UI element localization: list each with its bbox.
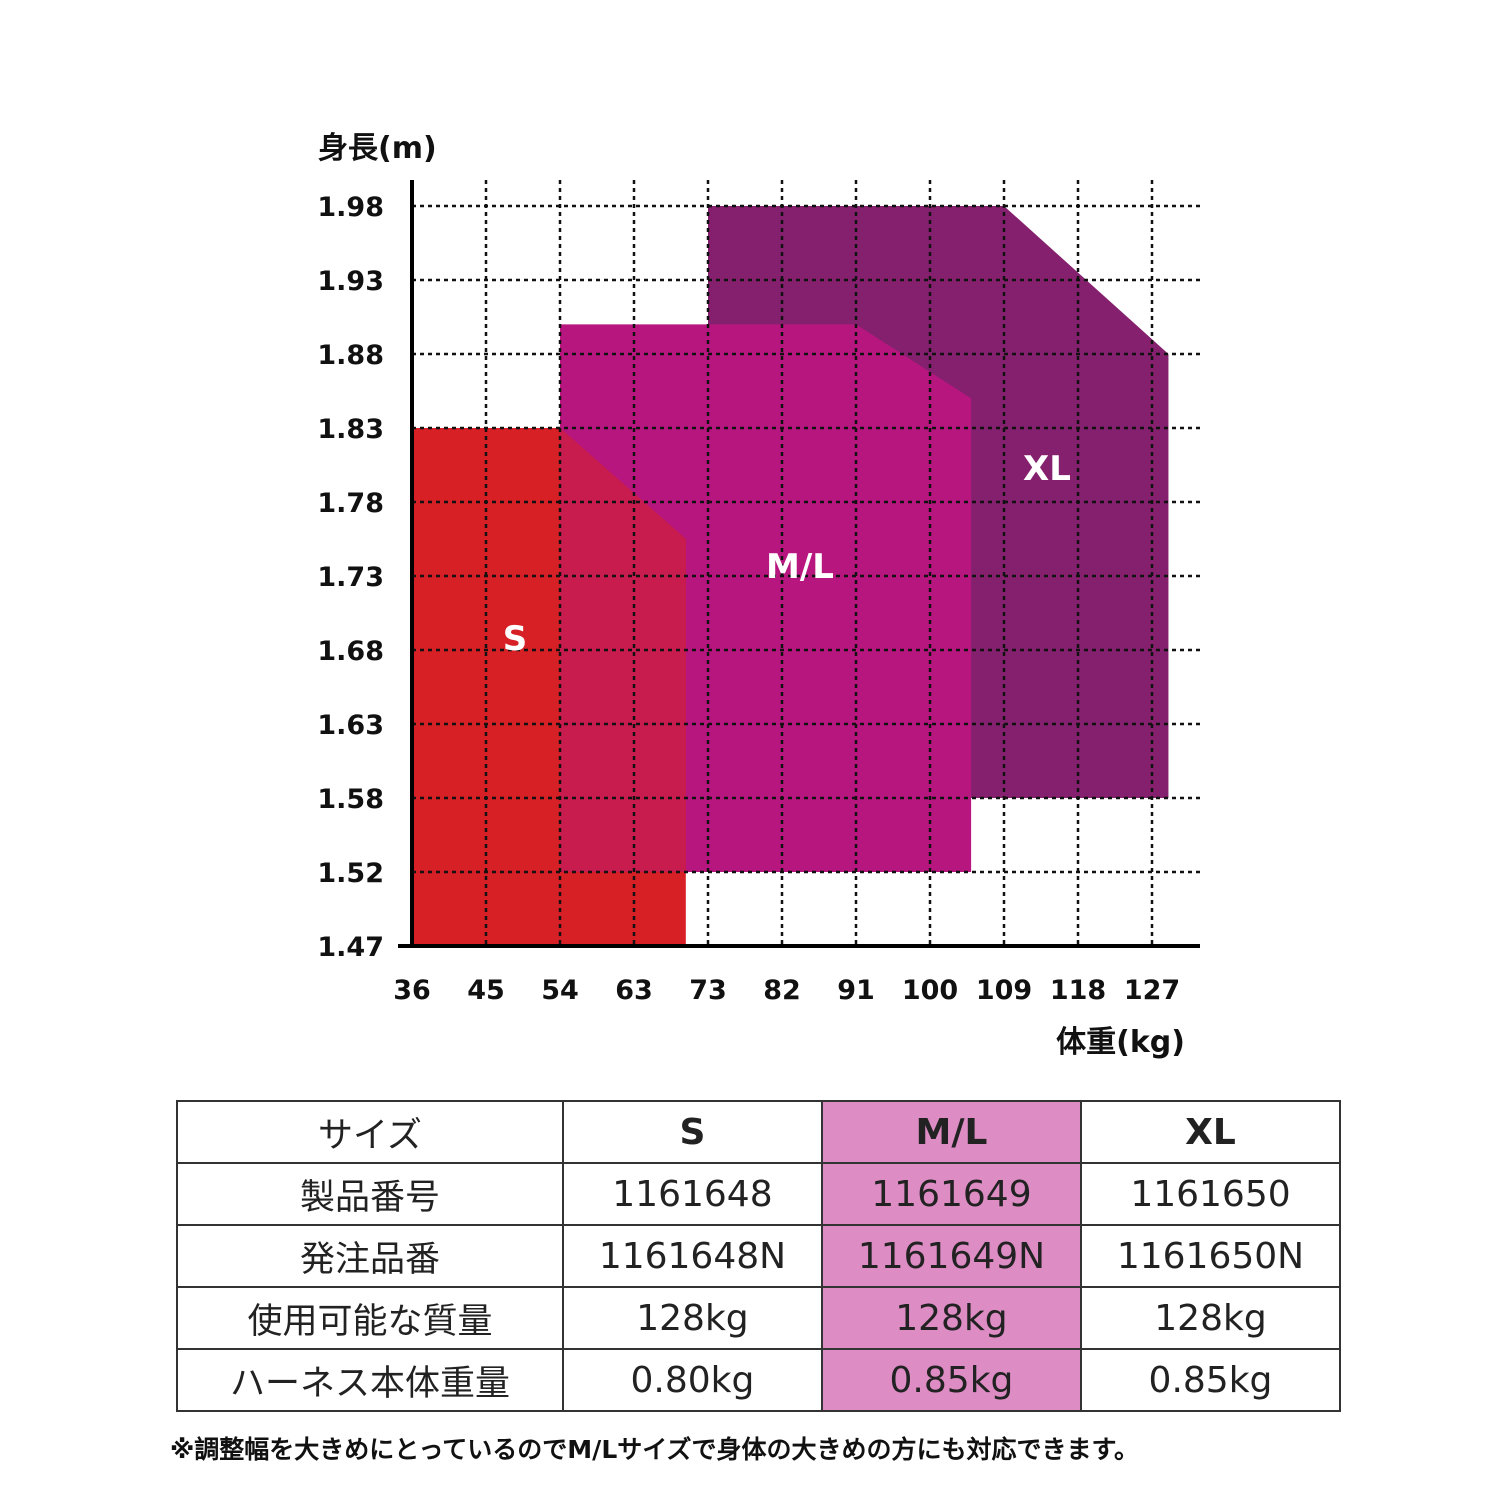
x-tick-label: 36 xyxy=(393,975,431,1006)
x-tick-label: 127 xyxy=(1124,975,1180,1006)
size-label: XL xyxy=(1023,449,1071,489)
x-tick-label: 100 xyxy=(902,975,958,1006)
table-cell: 1161649N xyxy=(820,1224,1082,1288)
header-cell: S xyxy=(561,1100,823,1164)
size-table: サイズ S M/L XL 製品番号 1161648 1161649 116165… xyxy=(176,1100,1342,1412)
x-tick-label: 54 xyxy=(541,975,579,1006)
x-tick-label: 73 xyxy=(689,975,727,1006)
table-cell: 0.85kg xyxy=(820,1348,1082,1412)
table-row: 使用可能な質量 128kg 128kg 128kg xyxy=(176,1286,1342,1350)
table-cell: 0.85kg xyxy=(1079,1348,1342,1412)
row-label: ハーネス本体重量 xyxy=(176,1348,564,1412)
table-header-row: サイズ S M/L XL xyxy=(176,1100,1342,1164)
table-cell: 1161648 xyxy=(561,1162,823,1226)
row-label: 発注品番 xyxy=(176,1224,564,1288)
y-tick-label: 1.58 xyxy=(317,784,384,815)
y-tick-label: 1.83 xyxy=(317,414,384,445)
table-cell: 0.80kg xyxy=(561,1348,823,1412)
y-tick-label: 1.47 xyxy=(317,932,384,963)
table-cell: 1161650 xyxy=(1079,1162,1342,1226)
table-cell: 128kg xyxy=(1079,1286,1342,1350)
size-chart: 36 45 54 63 73 82 91 100 109 118 127 1.47 1.52 1.58 1.… xyxy=(317,131,1200,1060)
row-label: 使用可能な質量 xyxy=(176,1286,564,1350)
x-tick-label: 82 xyxy=(763,975,801,1006)
x-tick-label: 45 xyxy=(467,975,505,1006)
row-label: 製品番号 xyxy=(176,1162,564,1226)
y-tick-label: 1.98 xyxy=(317,192,384,223)
y-tick-label: 1.68 xyxy=(317,636,384,667)
y-tick-label: 1.93 xyxy=(317,266,384,297)
x-axis-title: 体重(kg) xyxy=(1056,1025,1185,1060)
footnote: ※調整幅を大きめにとっているのでM/Lサイズで身体の大きめの方にも対応できます。 xyxy=(170,1435,1139,1464)
x-tick-label: 109 xyxy=(976,975,1032,1006)
y-axis-title: 身長(m) xyxy=(318,131,437,166)
table-row: 発注品番 1161648N 1161649N 1161650N xyxy=(176,1224,1342,1288)
y-tick-label: 1.52 xyxy=(317,858,384,889)
table-cell: 1161650N xyxy=(1079,1224,1342,1288)
x-tick-label: 91 xyxy=(837,975,875,1006)
table-cell: 1161648N xyxy=(561,1224,823,1288)
y-tick-label: 1.78 xyxy=(317,488,384,519)
table-cell: 128kg xyxy=(561,1286,823,1350)
table-row: 製品番号 1161648 1161649 1161650 xyxy=(176,1162,1342,1226)
y-tick-label: 1.88 xyxy=(317,340,384,371)
y-tick-label: 1.73 xyxy=(317,562,384,593)
size-label: M/L xyxy=(766,547,834,587)
header-cell: M/L xyxy=(820,1100,1082,1164)
x-tick-label: 63 xyxy=(615,975,653,1006)
x-tick-label: 118 xyxy=(1050,975,1106,1006)
y-tick-label: 1.63 xyxy=(317,710,384,741)
size-label: S xyxy=(503,619,528,659)
table-row: ハーネス本体重量 0.80kg 0.85kg 0.85kg xyxy=(176,1348,1342,1412)
table-cell: 128kg xyxy=(820,1286,1082,1350)
header-cell: サイズ xyxy=(176,1100,564,1164)
table-cell: 1161649 xyxy=(820,1162,1082,1226)
header-cell: XL xyxy=(1079,1100,1342,1164)
